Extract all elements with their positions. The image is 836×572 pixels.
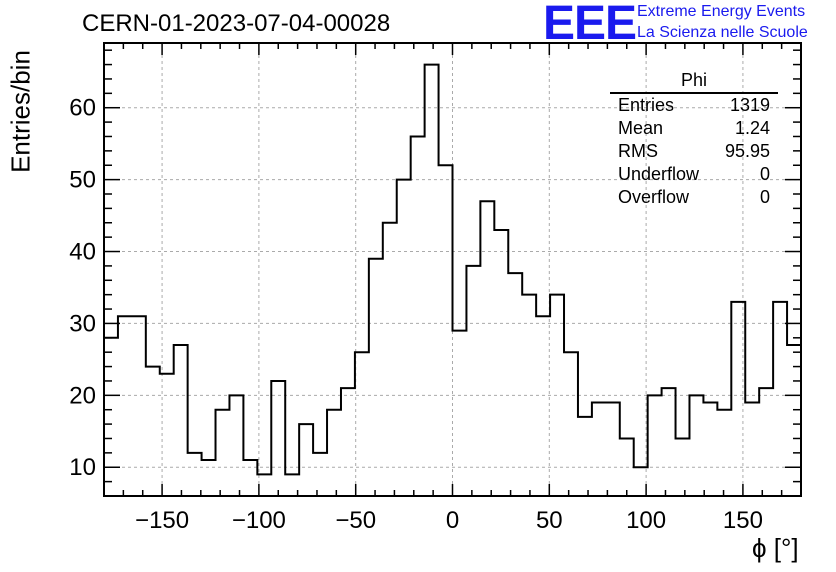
histogram-bin xyxy=(717,410,731,496)
histogram-bin xyxy=(466,266,480,496)
histogram-bin xyxy=(160,374,174,496)
stats-row-underflow: Underflow 0 xyxy=(610,163,778,186)
stats-label: Overflow xyxy=(618,187,690,207)
histogram-bin xyxy=(341,388,355,496)
x-axis-label: ϕ [°] xyxy=(752,533,799,563)
x-tick-label: 50 xyxy=(536,507,563,534)
histogram-bin xyxy=(132,316,146,496)
y-tick-label: 50 xyxy=(69,167,96,194)
histogram-bin xyxy=(578,417,592,496)
histogram-bin xyxy=(104,338,118,496)
stats-box: Phi Entries 1319 Mean 1.24 RMS 95.95 Und… xyxy=(610,70,778,209)
x-tick-label: −150 xyxy=(135,507,189,534)
histogram-bin xyxy=(174,345,188,496)
histogram-bin xyxy=(355,352,369,496)
histogram-bin xyxy=(243,460,257,496)
histogram-bin xyxy=(480,201,494,496)
x-tick-label: 100 xyxy=(626,507,666,534)
histogram-bin xyxy=(439,165,453,496)
histogram-series xyxy=(104,63,801,496)
x-tick-label: 150 xyxy=(723,507,763,534)
stats-value: 1319 xyxy=(729,95,770,115)
histogram-bin xyxy=(383,223,397,496)
histogram-bin xyxy=(787,345,801,496)
x-tick-label: −50 xyxy=(335,507,376,534)
histogram-bin xyxy=(676,438,690,496)
histogram-bin xyxy=(453,331,467,496)
y-axis-label: Entries/bin xyxy=(5,50,36,173)
histogram-bin xyxy=(689,395,703,496)
chart-title: CERN-01-2023-07-04-00028 xyxy=(82,10,391,37)
y-tick-label: 60 xyxy=(69,95,96,122)
y-tick-label: 10 xyxy=(69,454,96,481)
stats-label: Underflow xyxy=(618,164,700,184)
histogram-bin xyxy=(731,302,745,496)
histogram-bin xyxy=(216,410,230,496)
stats-row-entries: Entries 1319 xyxy=(610,94,778,117)
histogram-bin xyxy=(703,403,717,496)
stats-title: Phi xyxy=(610,70,778,94)
stats-value: 95.95 xyxy=(724,141,770,161)
histogram-bin xyxy=(592,403,606,496)
histogram-bin xyxy=(202,460,216,496)
histogram-bin xyxy=(425,65,439,496)
histogram-bin xyxy=(299,424,313,496)
histogram-bin xyxy=(327,410,341,496)
histogram-bin xyxy=(146,367,160,496)
histogram-bin xyxy=(118,316,132,496)
stats-value: 1.24 xyxy=(734,118,770,138)
histogram-bin xyxy=(759,388,773,496)
histogram-bin xyxy=(411,136,425,496)
histogram-bin xyxy=(397,180,411,496)
histogram-bin xyxy=(564,352,578,496)
y-tick-label: 30 xyxy=(69,310,96,337)
histogram-bin xyxy=(229,395,243,496)
histogram-bin xyxy=(536,316,550,496)
histogram-bin xyxy=(271,381,285,496)
histogram-bin xyxy=(606,403,620,496)
stats-label: Entries xyxy=(618,95,675,115)
histogram-bin xyxy=(648,395,662,496)
eee-logo: EEE xyxy=(543,0,637,50)
y-tick-label: 40 xyxy=(69,239,96,266)
histogram-bin xyxy=(313,453,327,496)
histogram-bin xyxy=(550,295,564,496)
histogram-step-line xyxy=(104,63,801,476)
stats-row-overflow: Overflow 0 xyxy=(610,186,778,209)
x-tick-label: 0 xyxy=(446,507,459,534)
stats-label: Mean xyxy=(618,118,664,138)
axis-ticks xyxy=(104,43,801,497)
stats-value: 0 xyxy=(759,187,770,207)
histogram-bin xyxy=(745,403,759,496)
logo-text-line-1: Extreme Energy Events xyxy=(637,3,806,20)
histogram-bin xyxy=(773,302,787,496)
histogram-bin xyxy=(620,438,634,496)
logo-text-line-2: La Scienza nelle Scuole xyxy=(637,24,808,41)
axis-tick-labels: −150 −100 −50 0 50 100 150 10 20 30 40 50 60 xyxy=(69,95,763,534)
stats-row-rms: RMS 95.95 xyxy=(610,140,778,163)
histogram-bin xyxy=(662,388,676,496)
histogram-bin xyxy=(522,295,536,496)
x-tick-label: −100 xyxy=(232,507,286,534)
stats-label: RMS xyxy=(618,141,658,161)
histogram-bin xyxy=(369,259,383,496)
stats-value: 0 xyxy=(759,164,770,184)
histogram-bin xyxy=(494,230,508,496)
histogram-bin xyxy=(188,453,202,496)
y-tick-label: 20 xyxy=(69,382,96,409)
histogram-bin xyxy=(508,273,522,496)
stats-row-mean: Mean 1.24 xyxy=(610,117,778,140)
